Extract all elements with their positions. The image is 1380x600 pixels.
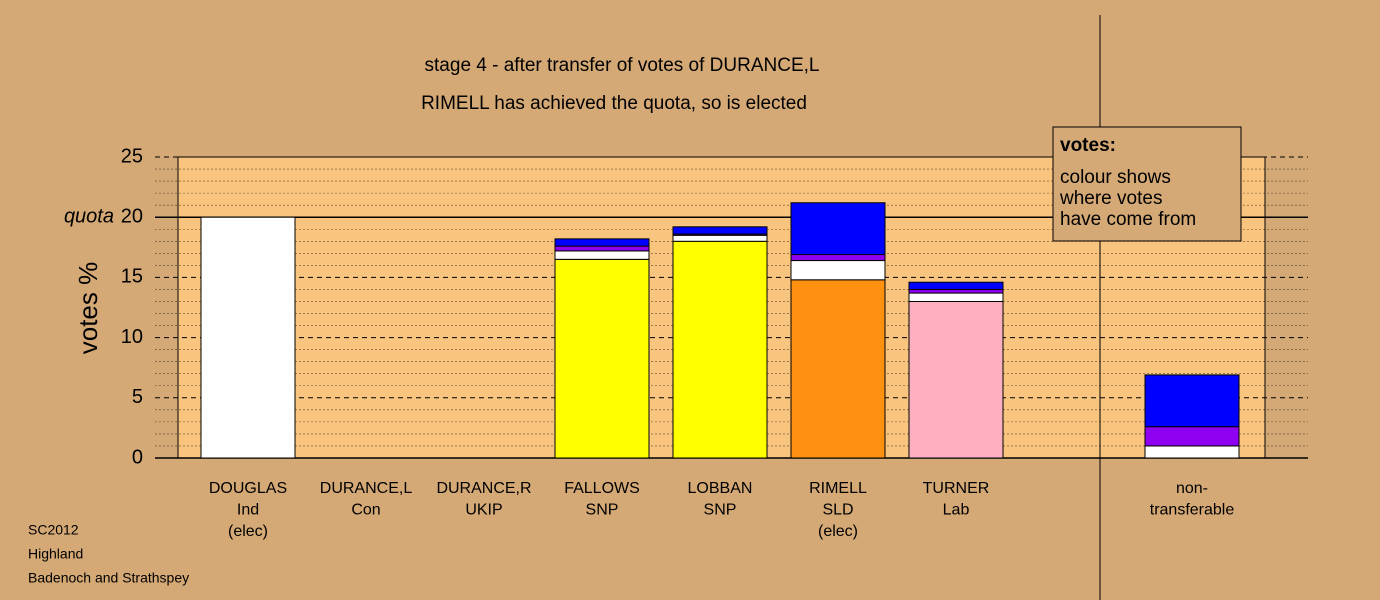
x-tick-label: FALLOWS [564, 480, 640, 497]
x-tick-label: SNP [586, 502, 619, 519]
x-tick-label: RIMELL [809, 480, 867, 497]
y-tick-label: 25 [121, 145, 143, 167]
bar-segment [554, 245, 650, 252]
bar-segment [1144, 426, 1240, 447]
legend-text: where votes [1059, 188, 1162, 209]
x-tick-label: Lab [943, 502, 970, 519]
legend-text: colour shows [1060, 167, 1171, 188]
bar-segment [1144, 445, 1240, 459]
bar-segment [672, 234, 768, 242]
footnote: Badenoch and Strathspey [28, 570, 189, 586]
x-tick-label: (elec) [818, 523, 858, 540]
x-tick-label: non- [1176, 480, 1208, 497]
x-tick-label: UKIP [465, 502, 502, 519]
bar-segment [790, 254, 886, 262]
x-tick-label: SNP [704, 502, 737, 519]
bar-segment [908, 292, 1004, 302]
bar-segment [672, 226, 768, 235]
footnote: Highland [28, 546, 83, 562]
bar-segment [790, 202, 886, 256]
legend-title: votes: [1060, 135, 1116, 156]
x-tick-label: transferable [1150, 502, 1235, 519]
legend-text: have come from [1060, 209, 1196, 230]
bar-segment [908, 281, 1004, 290]
x-tick-label: TURNER [923, 480, 990, 497]
x-tick-label: (elec) [228, 523, 268, 540]
bar-segment [1144, 374, 1240, 428]
x-tick-label: DURANCE,L [320, 480, 413, 497]
y-tick-label: 0 [132, 446, 143, 468]
y-axis-label: votes % [73, 262, 103, 355]
x-tick-label: SLD [822, 502, 853, 519]
x-tick-label: DOUGLAS [209, 480, 287, 497]
bar-segment [554, 258, 650, 459]
y-tick-label: 10 [121, 326, 143, 348]
x-tick-label: DURANCE,R [436, 480, 531, 497]
footnote: SC2012 [28, 522, 79, 538]
x-tick-label: LOBBAN [688, 480, 753, 497]
y-tick-label: 20 [121, 205, 143, 227]
bar-segment [790, 260, 886, 281]
bar-segment [672, 240, 768, 459]
bar-segment [554, 250, 650, 260]
bar-segment [908, 300, 1004, 459]
x-tick-label: Ind [237, 502, 259, 519]
bar-segment [200, 216, 296, 459]
chart-subtitle: RIMELL has achieved the quota, so is ele… [421, 93, 807, 114]
y-tick-label: 5 [132, 386, 143, 408]
y-tick-label: 15 [121, 266, 143, 288]
bar-segment [554, 238, 650, 247]
quota-label: quota [64, 205, 114, 227]
x-tick-label: Con [351, 502, 380, 519]
chart-title: stage 4 - after transfer of votes of DUR… [425, 55, 820, 76]
bar-segment [908, 288, 1004, 294]
legend-box [1052, 126, 1242, 242]
bar-segment [790, 279, 886, 459]
